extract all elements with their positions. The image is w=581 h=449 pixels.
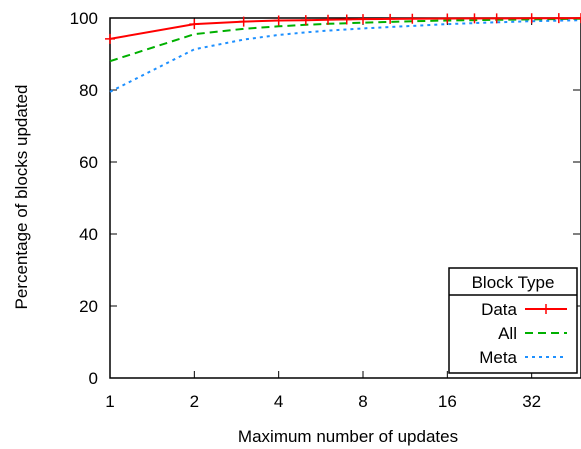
data-point	[469, 13, 480, 24]
x-tick-label: 16	[438, 392, 457, 411]
data-point	[273, 15, 284, 26]
y-axis-label: Percentage of blocks updated	[12, 85, 31, 310]
legend: Block Type Data All Meta	[448, 267, 578, 374]
data-point	[105, 33, 115, 44]
x-tick-label: 32	[522, 392, 541, 411]
series-line-all	[109, 17, 581, 63]
data-point	[491, 13, 502, 24]
x-axis-label: Maximum number of updates	[238, 427, 458, 446]
data-point	[526, 13, 537, 24]
series-line-meta	[109, 19, 581, 93]
y-tick-label: 0	[89, 369, 98, 388]
legend-marker	[541, 304, 551, 314]
x-tick-label: 4	[274, 392, 283, 411]
x-tick-label: 1	[105, 392, 114, 411]
y-tick-label: 100	[70, 9, 98, 28]
data-point	[322, 14, 333, 25]
data-point	[189, 19, 200, 30]
x-tick-label: 2	[190, 392, 199, 411]
series-layer	[105, 13, 581, 93]
data-point	[553, 13, 564, 24]
y-tick-label: 40	[79, 225, 98, 244]
series-meta	[109, 19, 581, 93]
data-point	[341, 14, 352, 25]
plot-frame	[109, 17, 581, 379]
series-data	[105, 13, 581, 44]
data-point	[300, 15, 311, 26]
legend-box	[448, 267, 578, 374]
axes: 0 20 40 60 80 100 1 2 4 8 16 32	[70, 9, 581, 411]
series-all	[109, 17, 581, 63]
data-point	[358, 14, 369, 25]
x-tick-label: 8	[358, 392, 367, 411]
data-point	[576, 13, 581, 24]
series-line-data	[109, 17, 581, 40]
data-point	[442, 13, 453, 24]
legend-label-meta: Meta	[479, 348, 517, 367]
y-tick-label: 20	[79, 297, 98, 316]
legend-label-data: Data	[481, 300, 517, 319]
data-point	[238, 16, 249, 27]
data-point	[407, 13, 418, 24]
legend-label-all: All	[498, 324, 517, 343]
data-point	[385, 13, 396, 24]
y-tick-label: 80	[79, 81, 98, 100]
y-tick-label: 60	[79, 153, 98, 172]
legend-title: Block Type	[472, 273, 555, 292]
